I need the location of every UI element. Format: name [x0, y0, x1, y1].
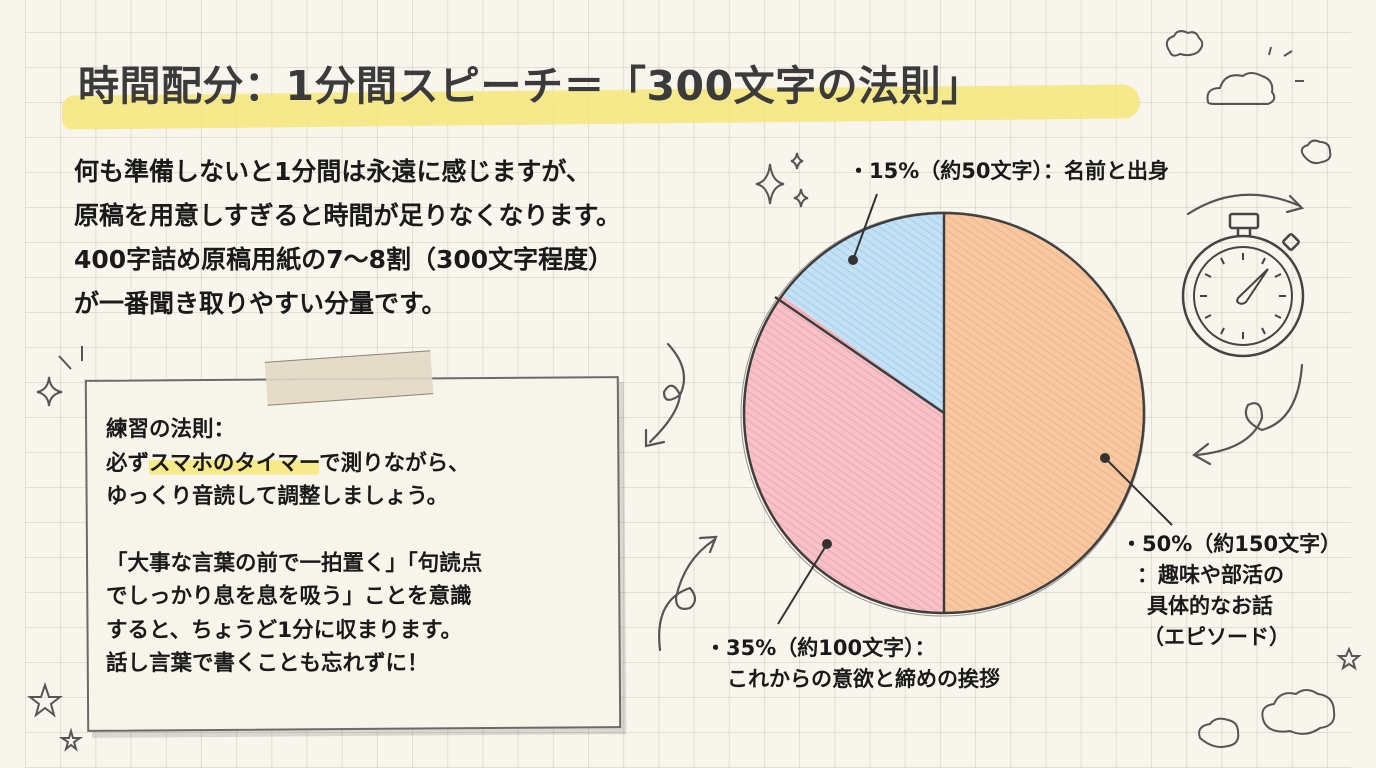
note-line: 「大事な言葉の前で一拍置く」「句読点 [106, 550, 483, 576]
pie-slice-episode [944, 213, 1144, 613]
arrow-icon [644, 193, 1305, 652]
intro-line: 400字詰め原稿用紙の7〜8割（300文字程度） [74, 245, 614, 274]
note-heading: 練習の法則： [106, 417, 236, 442]
cloud-icon [1165, 30, 1336, 748]
intro-line: 何も準備しないと1分間は永遠に感じますが、 [74, 157, 591, 186]
pie-label-35: ・35%（約100文字）： これからの意欲と締めの挨拶 [705, 633, 1000, 695]
pie-slice-name-origin [782, 213, 944, 413]
pie-label-text: （エピソード） [1143, 625, 1290, 649]
pie-label-text: ・35%（約100文字）： [705, 636, 936, 660]
note-line: でしっかり息を息を吸う」ことを意識 [106, 584, 472, 609]
pie-label-text: ・15%（約50文字）：名前と出身 [848, 159, 1169, 183]
sparkle-icon [36, 346, 83, 407]
practice-note-text: 練習の法則： 必ずスマホのタイマーで測りながら、 ゆっくり音読して調整しましょう… [106, 413, 482, 681]
pie-slice-closing [743, 295, 944, 613]
note-text-segment: 必ず [106, 450, 150, 476]
note-line: 必ずスマホのタイマーで測りながら、 [106, 447, 482, 481]
sparkle-icon [755, 152, 809, 208]
stopwatch-icon [1181, 212, 1305, 358]
pie-label-text: これからの意欲と締めの挨拶 [727, 667, 1000, 691]
pie-label-text: ・50%（約150文字） [1121, 532, 1342, 556]
highlighted-text: スマホのタイマー [149, 450, 320, 476]
pie-chart [740, 211, 1146, 617]
pie-label-15: ・15%（約50文字）：名前と出身 [848, 156, 1169, 187]
star-icon [1336, 646, 1362, 671]
page-title: 時間配分：1分間スピーチ＝「300文字の法則」 [78, 62, 983, 110]
note-line: 話し言葉で書くことも忘れずに！ [106, 651, 429, 676]
intro-line: 原稿を用意しすぎると時間が足りなくなります。 [74, 201, 622, 230]
intro-paragraph: 何も準備しないと1分間は永遠に感じますが、 原稿を用意しすぎると時間が足りなくな… [74, 150, 621, 326]
leader-lines [777, 193, 1173, 625]
star-icon [27, 681, 84, 752]
intro-line: が一番聞き取りやすい分量です。 [74, 289, 447, 318]
pie-label-text: ：趣味や部活の [1137, 563, 1284, 587]
pie-label-text: 具体的なお話 [1147, 594, 1273, 618]
pie-label-50: ・50%（約150文字） ：趣味や部活の 具体的なお話 （エピソード） [1121, 529, 1341, 653]
shine-marks [1268, 46, 1304, 82]
title-block: 時間配分：1分間スピーチ＝「300文字の法則」 [61, 54, 1141, 130]
note-line: すると、ちょうど1分に収まります。 [106, 617, 462, 643]
note-text-segment: で測りながら、 [319, 450, 470, 476]
note-line: ゆっくり音読して調整しましょう。 [106, 484, 449, 509]
